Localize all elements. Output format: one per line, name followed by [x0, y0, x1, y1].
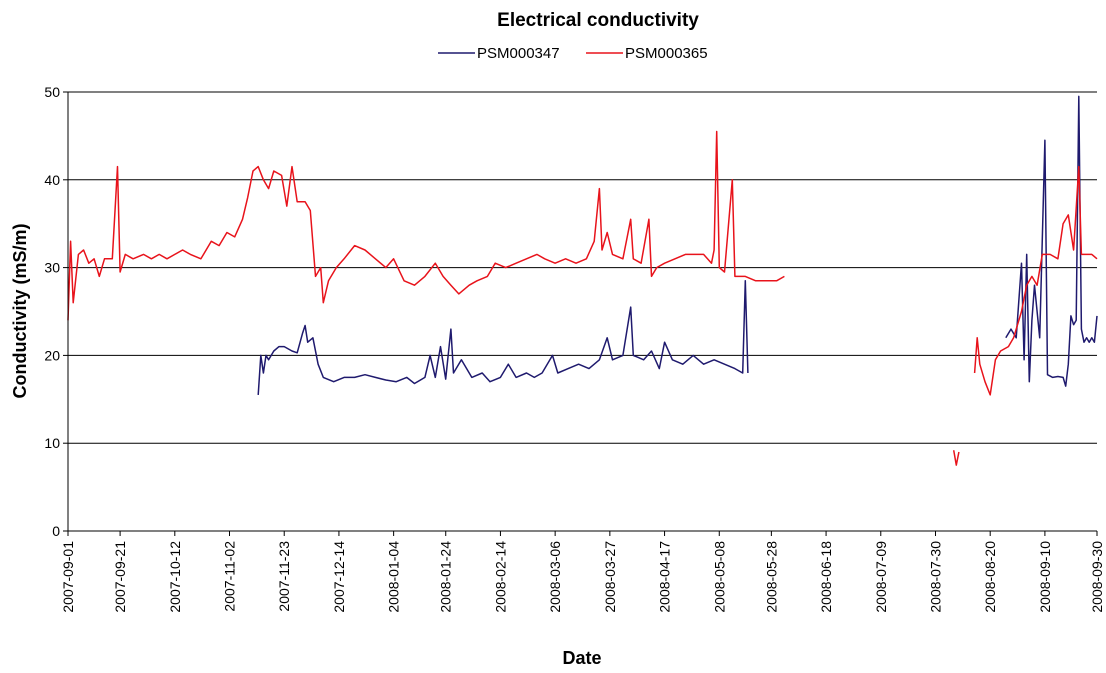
series-line-psm000365-segment-2 [973, 165, 1098, 396]
series-line-psm000347-segment-0 [257, 280, 749, 395]
x-tick-label: 2007-09-01 [60, 541, 76, 613]
y-axis-label: Conductivity (mS/m) [10, 223, 30, 398]
x-axis-ticks: 2007-09-01 2007-09-21 2007-10-12 2007-11-02… [60, 531, 1105, 613]
series-lines [67, 95, 1098, 466]
x-tick-label: 2008-08-20 [982, 541, 998, 613]
series-line-psm000365-segment-1 [952, 450, 960, 466]
y-tick-label: 10 [44, 435, 60, 451]
x-tick-label: 2007-12-14 [331, 541, 347, 613]
legend: PSM000347 PSM000365 [438, 45, 708, 62]
x-tick-label: 2008-07-09 [873, 541, 889, 613]
x-tick-label: 2008-05-28 [763, 541, 779, 613]
y-tick-label: 30 [44, 260, 60, 276]
x-tick-label: 2008-01-04 [386, 541, 402, 613]
series-line-psm000365-segment-0 [67, 130, 785, 321]
x-tick-label: 2008-03-27 [602, 541, 618, 613]
series-line-psm000347-segment-1 [1005, 95, 1098, 387]
legend-label-psm000347: PSM000347 [477, 45, 560, 62]
chart-title: Electrical conductivity [497, 10, 699, 31]
x-tick-label: 2007-10-12 [167, 541, 183, 613]
x-tick-label: 2008-04-17 [657, 541, 673, 613]
legend-label-psm000365: PSM000365 [625, 45, 708, 62]
y-tick-label: 50 [44, 84, 60, 100]
y-axis-ticks: 0 10 20 30 40 50 [44, 84, 68, 539]
x-tick-label: 2007-11-23 [276, 541, 292, 612]
x-tick-label: 2008-02-14 [492, 541, 508, 613]
x-tick-label: 2008-07-30 [927, 541, 943, 613]
x-tick-label: 2007-11-02 [222, 541, 238, 612]
x-tick-label: 2008-09-30 [1089, 541, 1105, 613]
y-tick-label: 20 [44, 347, 60, 363]
x-tick-label: 2007-09-21 [112, 541, 128, 613]
x-tick-label: 2008-05-08 [711, 541, 727, 613]
y-tick-label: 0 [52, 523, 60, 539]
x-tick-label: 2008-01-24 [438, 541, 454, 613]
y-tick-label: 40 [44, 172, 60, 188]
x-tick-label: 2008-09-10 [1037, 541, 1053, 613]
x-tick-label: 2008-06-18 [818, 541, 834, 613]
gridlines [68, 91, 1097, 444]
x-tick-label: 2008-03-06 [547, 541, 563, 613]
x-axis-label: Date [562, 648, 601, 668]
